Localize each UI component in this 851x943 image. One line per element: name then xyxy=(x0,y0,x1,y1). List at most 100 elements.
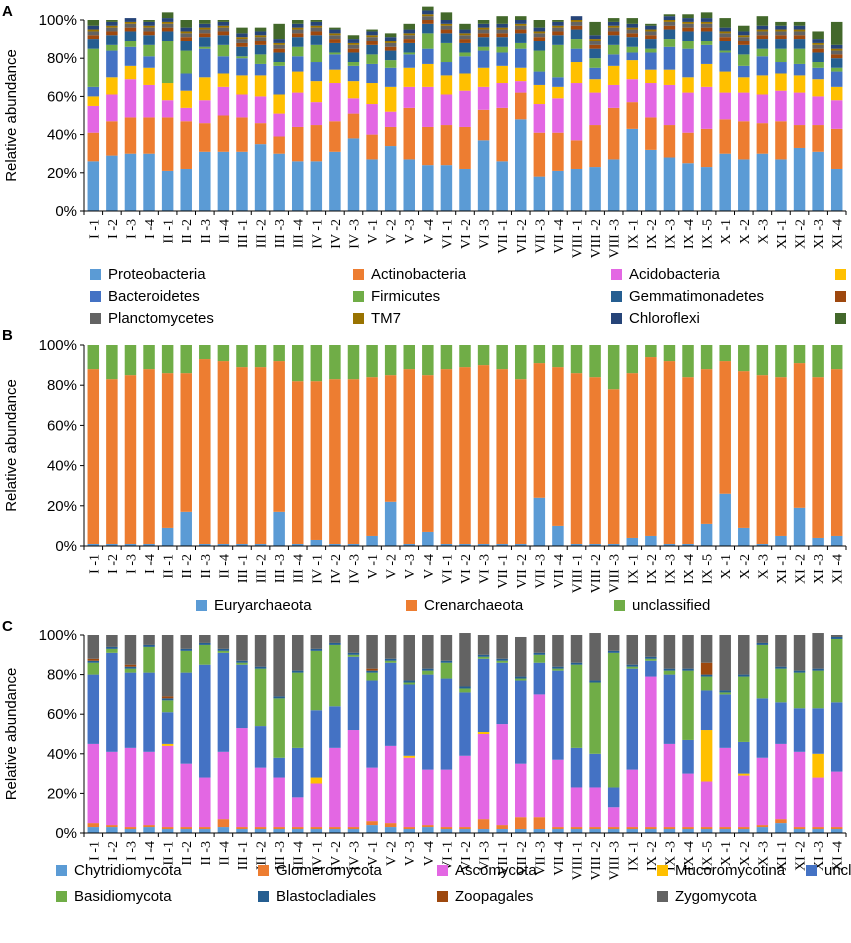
panel-a-x-tick-label: VIII -3 xyxy=(608,219,623,258)
panel-a-bar-segment xyxy=(124,31,137,42)
panel-a-bar-segment xyxy=(403,23,415,30)
panel-c-bar-segment xyxy=(403,680,415,683)
panel-a-bar-segment xyxy=(87,48,100,87)
panel-c-bar-segment xyxy=(589,680,601,683)
panel-a-bar-segment xyxy=(533,37,546,42)
panel-c-bar-segment xyxy=(626,635,639,665)
panel-a-bar-segment xyxy=(663,69,676,85)
panel-a-bar-segment xyxy=(589,21,601,36)
panel-a-bar-segment xyxy=(626,102,639,129)
panel-c-bar-segment xyxy=(161,712,174,744)
panel-b-bar-segment xyxy=(384,501,397,546)
panel-b-bar-segment xyxy=(645,345,657,358)
panel-a-bar-segment xyxy=(366,35,378,38)
panel-b-x-tick-label: I -4 xyxy=(143,554,158,574)
panel-c-bar-segment xyxy=(310,827,323,830)
panel-c-bar-segment xyxy=(812,708,824,754)
panel-c-x-tick-label: XI -4 xyxy=(831,841,846,871)
panel-a-bar-segment xyxy=(87,132,100,162)
panel-a-bar-segment xyxy=(254,54,267,64)
panel-a-bar-segment xyxy=(403,107,415,160)
panel-c-x-tick-label: V -3 xyxy=(403,841,418,866)
panel-a-bar-segment xyxy=(143,35,155,45)
panel-a-bar-segment xyxy=(199,23,211,28)
panel-a-bar-segment xyxy=(756,94,769,124)
panel-b-bar-segment xyxy=(217,361,230,544)
panel-c-legend-swatch xyxy=(258,865,269,876)
panel-a-x-tick-label: X -2 xyxy=(738,219,753,244)
panel-a-bar-segment xyxy=(161,100,174,118)
panel-a-bar-segment xyxy=(254,41,267,45)
panel-a-bar-segment xyxy=(124,79,137,118)
panel-a-bar-segment xyxy=(403,29,415,34)
panel-c-bar-segment xyxy=(738,635,750,675)
panel-b-bar-segment xyxy=(124,543,137,546)
panel-a-bar-segment xyxy=(719,31,731,34)
panel-b-y-tick-label: 20% xyxy=(47,498,77,515)
panel-b-bar-segment xyxy=(515,379,527,544)
panel-c-bar-segment xyxy=(161,743,174,746)
panel-a-bar-segment xyxy=(440,20,453,24)
panel-a-bar-segment xyxy=(775,35,787,40)
panel-a-bar-segment xyxy=(106,31,118,36)
panel-a-bar-segment xyxy=(440,125,453,166)
panel-b-bar-segment xyxy=(291,543,304,546)
panel-a-bar-segment xyxy=(291,161,304,211)
panel-a-bar-segment xyxy=(570,25,583,30)
panel-a-bar-segment xyxy=(477,20,490,24)
panel-a-bar-segment xyxy=(236,42,248,47)
panel-a-bar-segment xyxy=(515,16,527,20)
panel-a-bar-segment xyxy=(645,83,657,118)
panel-c-bar-segment xyxy=(626,827,639,830)
panel-a-bar-segment xyxy=(682,41,694,49)
panel-c-bar-segment xyxy=(719,692,731,695)
panel-c-x-tick-label: I -2 xyxy=(106,841,121,861)
panel-a-bar-segment xyxy=(738,92,750,122)
panel-a-bar-segment xyxy=(738,54,750,66)
panel-b-bar-segment xyxy=(552,345,564,368)
panel-c-bar-segment xyxy=(477,819,490,830)
panel-c-bar-segment xyxy=(756,825,769,828)
panel-a-bar-segment xyxy=(830,100,843,129)
panel-a-bar-segment xyxy=(459,168,471,211)
panel-a-bar-segment xyxy=(812,31,824,40)
panel-a-bar-segment xyxy=(663,39,676,47)
panel-a-bar-segment xyxy=(775,90,787,122)
panel-c-bar-segment xyxy=(384,745,397,824)
panel-c-x-tick-label: X -1 xyxy=(719,841,734,866)
panel-c-bar-segment xyxy=(738,676,750,742)
panel-c-bar-segment xyxy=(719,827,731,830)
panel-a-bar-segment xyxy=(477,37,490,47)
panel-a-bar-segment xyxy=(663,29,676,40)
panel-c-bar-segment xyxy=(477,658,490,733)
panel-a-bar-segment xyxy=(422,23,434,34)
panel-a-bar-segment xyxy=(329,83,341,122)
panel-a-x-tick-label: I -1 xyxy=(87,219,102,239)
panel-a-bar-segment xyxy=(663,84,676,126)
panel-a-bar-segment xyxy=(645,69,657,84)
panel-c-bar-segment xyxy=(347,829,360,833)
panel-a-bar-segment xyxy=(533,132,546,177)
panel-a-bar-segment xyxy=(552,98,564,133)
panel-b-bar-segment xyxy=(161,345,174,374)
panel-b-bar-segment xyxy=(217,345,230,362)
panel-c-bar-segment xyxy=(329,635,341,643)
panel-c-x-tick-label: XI -1 xyxy=(775,841,790,871)
panel-b-bar-segment xyxy=(440,345,453,370)
panel-a-bar-segment xyxy=(459,56,471,74)
panel-b-y-tick-label: 60% xyxy=(47,417,77,434)
panel-b-bar-segment xyxy=(273,345,285,362)
panel-a-x-tick-label: IX -4 xyxy=(682,219,697,249)
panel-a-legend-swatch xyxy=(90,313,101,324)
panel-c-bar-segment xyxy=(793,672,806,709)
panel-b-x-tick-label: I -2 xyxy=(106,554,121,574)
panel-a-bar-segment xyxy=(645,29,657,32)
panel-a-legend-label: Gemmatimonadetes xyxy=(629,288,764,305)
panel-a-bar-segment xyxy=(570,83,583,141)
panel-a-bar-segment xyxy=(477,109,490,141)
panel-a-bar-segment xyxy=(199,100,211,124)
panel-a-bar-segment xyxy=(87,20,100,26)
panel-a-bar-segment xyxy=(700,167,713,211)
panel-a-bar-segment xyxy=(775,121,787,160)
panel-a-x-tick-label: IV -1 xyxy=(310,219,325,249)
